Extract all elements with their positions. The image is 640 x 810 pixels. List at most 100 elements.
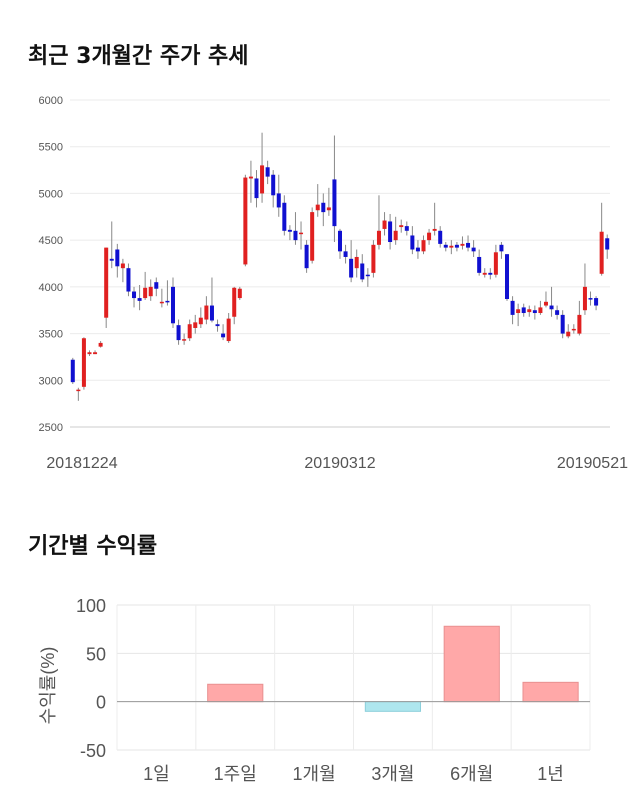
candle-body [271,174,276,196]
candle-body [577,314,582,334]
candle-body [132,291,137,299]
x-tick-label: 1개월 [293,764,336,784]
candle-body [549,305,554,310]
candle-body [226,318,231,342]
x-tick-label: 20181224 [46,455,117,472]
candle-body [104,247,109,318]
y-axis-label: 수익률(%) [38,647,58,725]
candle-body [120,263,125,269]
candle-body [599,231,604,274]
candle-body [237,288,242,299]
candle-body [221,333,226,338]
candle-body [382,220,387,229]
bar [364,701,422,712]
candle-body [399,225,404,228]
candle-body [276,193,281,208]
y-tick-label: 50 [86,644,106,664]
candle-body [499,244,504,252]
candle-body [260,165,265,194]
candle-body [354,256,359,269]
candle-body [560,314,565,334]
candle-body [482,272,487,275]
candle-body [287,229,292,232]
y-tick-label: 4000 [39,282,63,294]
candle-body [594,298,599,306]
candle-body [427,232,432,241]
returns-title: 기간별 수익률 [28,534,158,559]
y-tick-label: 3500 [39,329,63,341]
candle-body [410,235,415,250]
candle-body [388,221,393,243]
candle-body [488,272,493,275]
candle-body [326,207,331,211]
candle-body [337,230,343,252]
price-trend-title: 최근 3개월간 주가 추세 [28,44,249,69]
candle-body [76,389,81,392]
candle-body [566,331,571,337]
candle-body [209,305,214,321]
candle-body [404,226,409,231]
candle-body [143,287,148,299]
y-tick-label: 100 [76,596,106,616]
y-tick-label: 0 [96,693,106,713]
candle-body [254,178,259,199]
candle-body [93,352,98,355]
candle-body [493,252,498,275]
candle-body [571,328,576,331]
candle-body [321,202,326,213]
candle-body [148,286,153,297]
candle-body [521,307,526,314]
candle-body [393,230,398,241]
candle-body [98,342,103,347]
candle-body [376,230,381,245]
candle-body [243,177,248,265]
x-tick-label: 3개월 [371,764,414,784]
candle-body [159,301,164,304]
candle-body [371,244,376,273]
candle-body [198,317,203,325]
candle-body [466,242,471,248]
bar [522,681,579,703]
x-tick-label: 1년 [537,764,564,784]
candle-body [555,310,560,315]
candle-body [349,258,354,278]
candle-body [432,228,437,231]
candle-body [187,324,192,339]
candle-body [332,179,337,227]
y-tick-label: 3000 [39,375,63,387]
y-tick-label: 5000 [39,188,63,200]
candle-body [282,202,287,231]
candle-body [193,322,198,328]
candle-body [81,338,86,387]
candle-body [516,309,521,314]
candle-body [415,247,420,252]
bar [443,625,500,703]
candle-body [360,263,365,280]
candle-body [421,240,426,252]
candle-body [126,268,131,292]
candle-body [454,244,459,248]
candle-body [588,298,593,300]
candle-body [265,167,270,177]
candle-body [176,325,181,341]
candle-body [605,238,610,250]
y-tick-label: 2500 [39,422,63,434]
candle-body [477,256,482,273]
candle-body [109,258,114,261]
x-tick-label: 6개월 [450,764,493,784]
candle-body [510,300,515,315]
candle-body [299,232,304,235]
candle-body [449,245,454,248]
candle-body [165,300,170,303]
candle-body [87,352,92,355]
candle-body [443,244,448,248]
x-tick-label: 20190521 [557,455,628,472]
y-tick-label: 5500 [39,142,63,154]
candle-body [310,212,315,261]
y-tick-label: 4500 [39,235,63,247]
candle-body [154,282,159,289]
candle-body [215,324,220,327]
candle-body [304,244,309,269]
y-tick-label: -50 [80,741,106,761]
candle-body [293,230,298,241]
